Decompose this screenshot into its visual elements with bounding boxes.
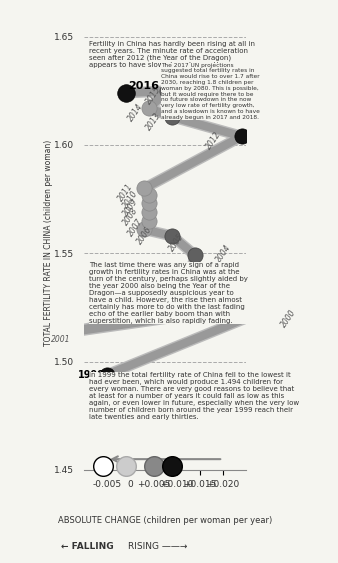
Text: 1999: 1999 bbox=[78, 370, 105, 379]
Point bbox=[142, 225, 147, 234]
Point bbox=[183, 282, 189, 291]
Text: 2002: 2002 bbox=[191, 299, 209, 320]
Text: In 1999 the total fertility rate of China fell to the lowest it
had ever been, w: In 1999 the total fertility rate of Chin… bbox=[89, 373, 299, 421]
Text: 2008: 2008 bbox=[121, 206, 140, 227]
Point bbox=[146, 190, 152, 199]
Text: 2012: 2012 bbox=[204, 130, 223, 151]
Text: 2015: 2015 bbox=[144, 84, 163, 106]
Point bbox=[151, 461, 156, 470]
Point bbox=[146, 216, 152, 225]
Point bbox=[193, 251, 198, 260]
Text: 2014: 2014 bbox=[126, 102, 144, 123]
Text: 2006: 2006 bbox=[135, 225, 153, 247]
Text: 2005: 2005 bbox=[168, 232, 186, 253]
Text: 2001: 2001 bbox=[51, 336, 70, 345]
Text: Fertility in China has hardly been rising at all in
recent years. The minute rat: Fertility in China has hardly been risin… bbox=[89, 41, 255, 69]
Text: The last time there was any sign of a rapid
growth in fertility rates in China w: The last time there was any sign of a ra… bbox=[89, 262, 247, 324]
Point bbox=[169, 461, 175, 470]
Point bbox=[285, 297, 291, 306]
Text: 2000: 2000 bbox=[279, 308, 297, 329]
Point bbox=[169, 231, 175, 240]
Text: 2009: 2009 bbox=[121, 197, 140, 218]
Text: 2010: 2010 bbox=[121, 189, 140, 210]
Point bbox=[239, 132, 244, 141]
Point bbox=[174, 307, 179, 316]
Text: 2011: 2011 bbox=[117, 182, 135, 203]
Text: 2016: 2016 bbox=[128, 81, 159, 91]
Point bbox=[169, 113, 175, 122]
Text: RISING ——→: RISING ——→ bbox=[128, 542, 188, 551]
Point bbox=[142, 184, 147, 193]
Point bbox=[165, 86, 170, 95]
Point bbox=[123, 88, 128, 97]
Text: ← FALLING: ← FALLING bbox=[61, 542, 114, 551]
Text: 2007: 2007 bbox=[126, 217, 144, 238]
Point bbox=[100, 461, 105, 470]
Point bbox=[146, 208, 152, 217]
Point bbox=[146, 199, 152, 208]
Point bbox=[58, 329, 64, 338]
Y-axis label: TOTAL FERTILITY RATE IN CHINA (children per woman): TOTAL FERTILITY RATE IN CHINA (children … bbox=[44, 140, 53, 346]
Point bbox=[123, 461, 128, 470]
X-axis label: ABSOLUTE CHANGE (children per woman per year): ABSOLUTE CHANGE (children per woman per … bbox=[58, 516, 272, 525]
Text: 2004: 2004 bbox=[214, 243, 233, 264]
Point bbox=[104, 370, 110, 379]
Point bbox=[146, 104, 152, 113]
Text: 2003: 2003 bbox=[195, 273, 214, 294]
Text: 2013: 2013 bbox=[144, 110, 163, 132]
Text: The 2017 UN projections
suggested total fertility rates in
China would rise to o: The 2017 UN projections suggested total … bbox=[161, 62, 259, 120]
